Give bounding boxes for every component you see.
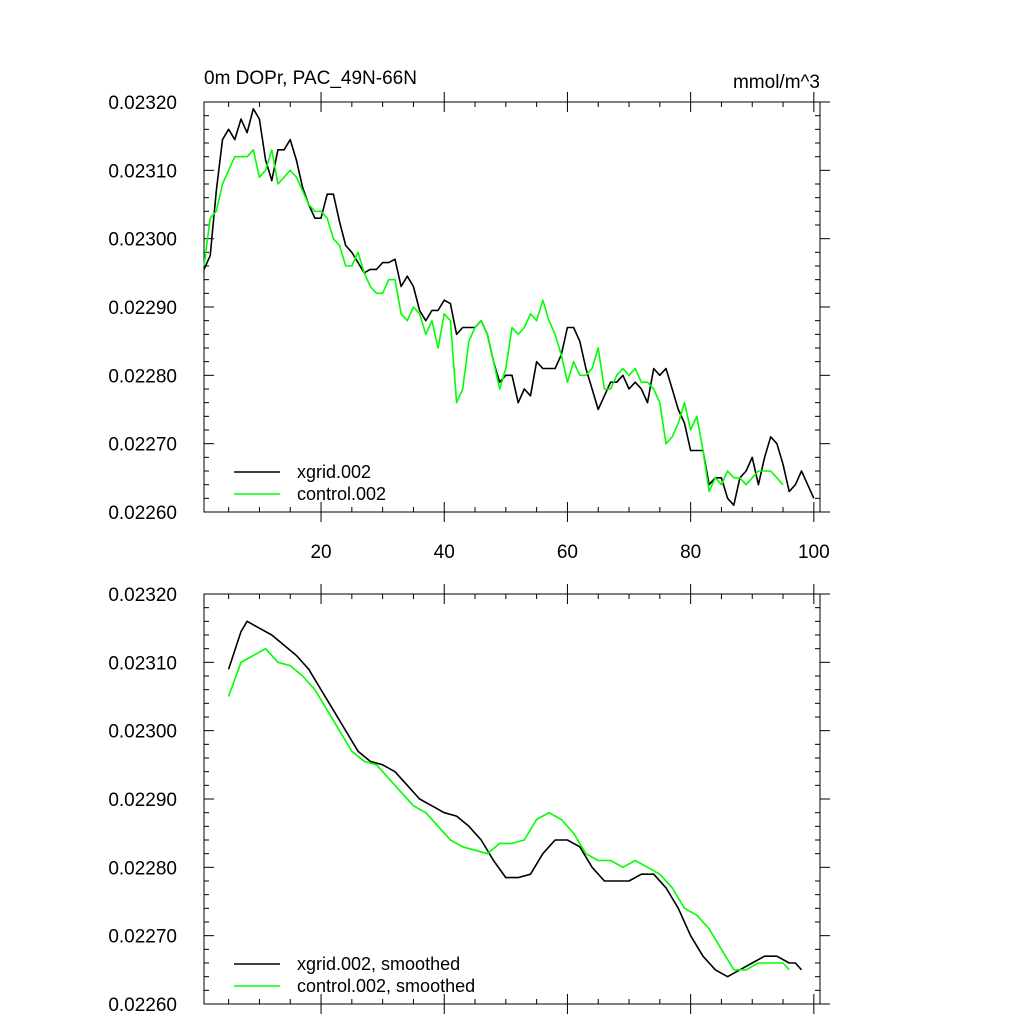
y-tick-label: 0.02260 (108, 995, 177, 1016)
units-label: mmol/m^3 (733, 72, 820, 93)
chart-title: 0m DOPr, PAC_49N-66N (204, 68, 417, 89)
legend-label: control.002 (297, 484, 386, 504)
y-tick-label: 0.02310 (108, 653, 177, 674)
top-plot-area: 20 40 60 80 100 0.02260 0.02270 0.02280 0.02290 0… (108, 92, 830, 563)
y-tick-label: 0.02270 (108, 927, 177, 948)
y-tick-label: 0.02260 (108, 503, 177, 524)
y-tick-label: 0.02300 (108, 230, 177, 251)
y-tick-label: 0.02290 (108, 298, 177, 319)
y-tick-label: 0.02310 (108, 161, 177, 182)
y-tick-label: 0.02290 (108, 790, 177, 811)
series-line-xgrid-002-smoothed (227, 620, 803, 978)
y-tick-label: 0.02270 (108, 435, 177, 456)
y-tick-label: 0.02300 (108, 722, 177, 743)
top-panel: 0m DOPr, PAC_49N-66N mmol/m^3 20 40 60 80 10… (108, 68, 830, 563)
legend-label: xgrid.002, smoothed (297, 954, 460, 974)
x-tick-label: 100 (798, 542, 830, 563)
bottom-panel: 0.02260 0.02270 0.02280 0.02290 0.02300 0.023… (108, 584, 830, 1016)
y-tick-label: 0.02280 (108, 366, 177, 387)
legend-label: control.002, smoothed (297, 976, 475, 996)
y-tick-label: 0.02320 (108, 585, 177, 606)
y-tick-label: 0.02320 (108, 93, 177, 114)
x-tick-label: 80 (680, 542, 701, 563)
series-line-control-002 (203, 149, 784, 493)
series-line-xgrid-002 (203, 108, 815, 507)
series-line-control-002-smoothed (227, 647, 790, 971)
y-tick-label: 0.02280 (108, 858, 177, 879)
bottom-plot-area: 0.02260 0.02270 0.02280 0.02290 0.02300 0.023… (108, 584, 830, 1016)
x-tick-label: 40 (434, 542, 455, 563)
x-tick-label: 60 (557, 542, 578, 563)
x-tick-label: 20 (310, 542, 331, 563)
legend-label: xgrid.002 (297, 462, 371, 482)
